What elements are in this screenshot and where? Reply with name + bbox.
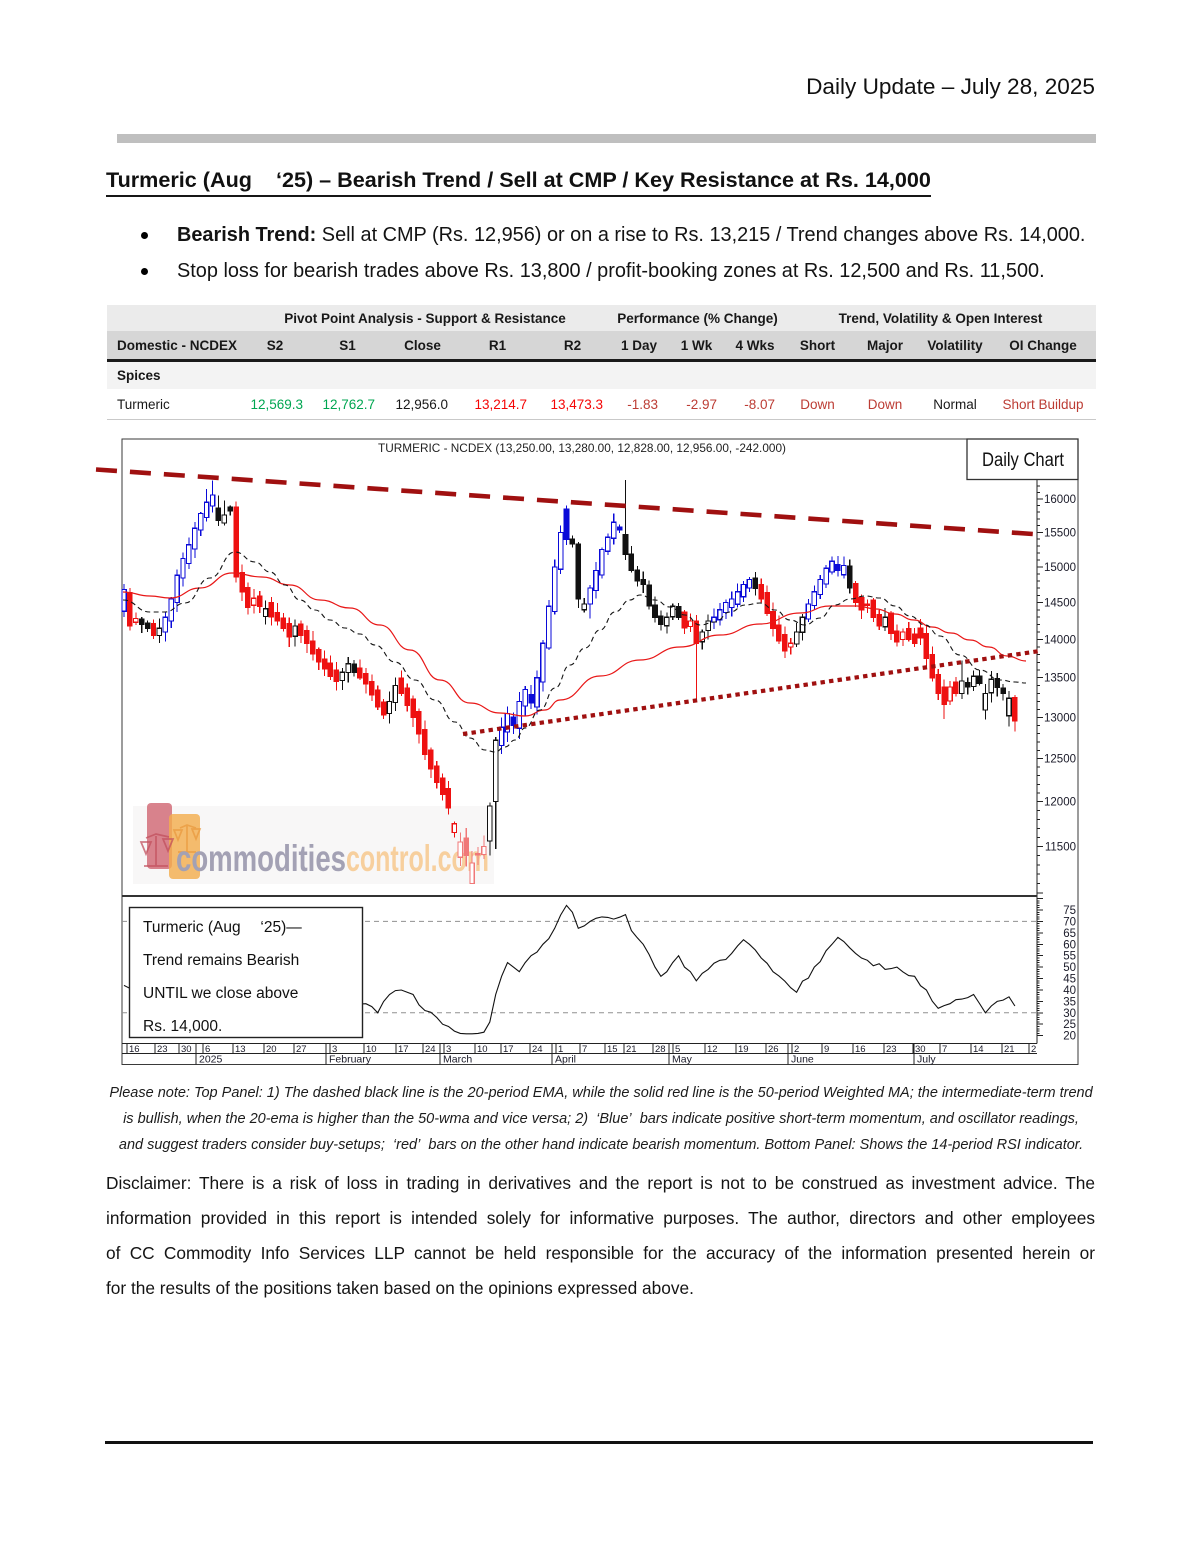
svg-text:Turmeric (Aug ‘25)—: Turmeric (Aug ‘25)—: [143, 919, 302, 936]
svg-text:15000: 15000: [1044, 562, 1076, 574]
svg-text:12500: 12500: [1044, 754, 1076, 766]
svg-text:March: March: [443, 1054, 472, 1066]
svg-text:3: 3: [332, 1044, 337, 1055]
svg-text:21: 21: [1004, 1044, 1015, 1055]
svg-text:10: 10: [477, 1044, 488, 1055]
svg-text:5: 5: [675, 1044, 680, 1055]
svg-text:16000: 16000: [1044, 494, 1076, 506]
svg-text:UNTIL we close above: UNTIL we close above: [143, 985, 298, 1002]
svg-text:10: 10: [366, 1044, 377, 1055]
svg-text:17: 17: [503, 1044, 514, 1055]
svg-text:25: 25: [1063, 1019, 1076, 1031]
svg-text:24: 24: [532, 1044, 543, 1055]
svg-text:20: 20: [1063, 1031, 1076, 1043]
svg-text:24: 24: [425, 1044, 436, 1055]
svg-text:21: 21: [626, 1044, 637, 1055]
svg-text:June: June: [791, 1054, 814, 1066]
svg-text:May: May: [672, 1054, 693, 1066]
svg-text:14: 14: [973, 1044, 984, 1055]
svg-text:30: 30: [1063, 1008, 1076, 1020]
svg-text:30: 30: [915, 1044, 926, 1055]
svg-text:16: 16: [129, 1044, 140, 1055]
svg-text:9: 9: [824, 1044, 829, 1055]
svg-text:Trend remains Bearish: Trend remains Bearish: [143, 952, 299, 969]
svg-text:45: 45: [1063, 974, 1076, 986]
svg-text:35: 35: [1063, 996, 1076, 1008]
svg-text:Daily Chart: Daily Chart: [982, 450, 1065, 471]
svg-text:55: 55: [1063, 951, 1076, 963]
svg-text:6: 6: [205, 1044, 210, 1055]
svg-text:15500: 15500: [1044, 527, 1076, 539]
svg-text:February: February: [329, 1054, 372, 1066]
svg-text:12: 12: [707, 1044, 718, 1055]
svg-text:40: 40: [1063, 985, 1076, 997]
svg-text:1: 1: [558, 1044, 563, 1055]
svg-text:14500: 14500: [1044, 598, 1076, 610]
svg-text:17: 17: [398, 1044, 409, 1055]
svg-text:13000: 13000: [1044, 712, 1076, 724]
svg-text:50: 50: [1063, 962, 1076, 974]
svg-text:2025: 2025: [199, 1054, 223, 1066]
svg-text:19: 19: [738, 1044, 749, 1055]
svg-text:7: 7: [582, 1044, 587, 1055]
svg-text:2: 2: [1031, 1044, 1036, 1055]
svg-text:12000: 12000: [1044, 797, 1076, 809]
svg-text:30: 30: [181, 1044, 192, 1055]
svg-text:26: 26: [768, 1044, 779, 1055]
svg-text:commodities: commodities: [176, 838, 346, 879]
svg-text:23: 23: [157, 1044, 168, 1055]
svg-text:13: 13: [235, 1044, 246, 1055]
svg-text:TURMERIC - NCDEX (13,250.00, 1: TURMERIC - NCDEX (13,250.00, 13,280.00, …: [378, 441, 786, 455]
svg-text:Rs. 14,000.: Rs. 14,000.: [143, 1018, 222, 1035]
svg-text:75: 75: [1063, 905, 1076, 917]
svg-text:20: 20: [266, 1044, 277, 1055]
svg-text:April: April: [555, 1054, 576, 1066]
svg-text:27: 27: [296, 1044, 307, 1055]
svg-text:2: 2: [794, 1044, 799, 1055]
svg-text:16: 16: [855, 1044, 866, 1055]
svg-text:60: 60: [1063, 939, 1076, 951]
svg-text:July: July: [917, 1054, 936, 1066]
svg-text:13500: 13500: [1044, 673, 1076, 685]
svg-text:15: 15: [607, 1044, 618, 1055]
svg-text:7: 7: [942, 1044, 947, 1055]
svg-text:70: 70: [1063, 916, 1076, 928]
svg-text:23: 23: [886, 1044, 897, 1055]
svg-text:11500: 11500: [1045, 841, 1076, 853]
svg-text:28: 28: [655, 1044, 666, 1055]
svg-text:3: 3: [446, 1044, 451, 1055]
svg-text:14000: 14000: [1044, 635, 1076, 647]
svg-text:65: 65: [1063, 928, 1076, 940]
